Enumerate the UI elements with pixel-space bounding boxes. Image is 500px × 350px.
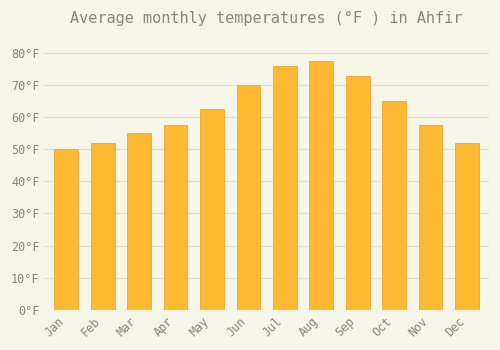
Bar [54, 149, 78, 310]
Bar [91, 143, 114, 310]
Bar [200, 109, 224, 310]
Bar [273, 66, 296, 310]
Bar [455, 143, 479, 310]
Bar [419, 125, 442, 310]
Title: Average monthly temperatures (°F ) in Ahfir: Average monthly temperatures (°F ) in Ah… [70, 11, 463, 26]
Bar [164, 125, 188, 310]
Bar [310, 61, 333, 310]
Bar [346, 76, 370, 310]
Bar [128, 133, 151, 310]
Bar [382, 101, 406, 310]
Bar [236, 85, 260, 310]
